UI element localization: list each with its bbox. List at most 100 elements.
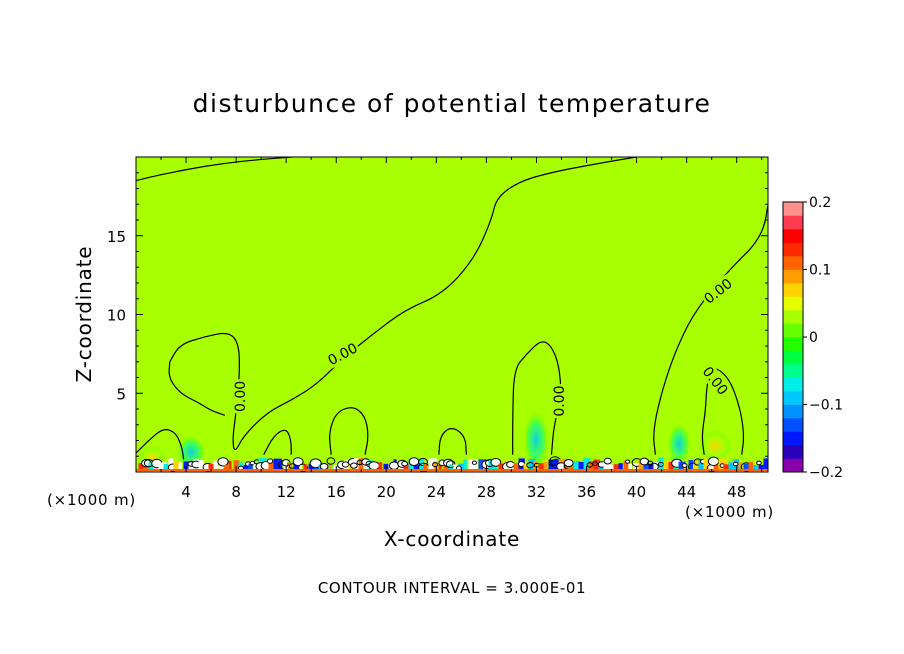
- surface-turbulence-cell: [648, 463, 656, 469]
- colorbar-swatch: [783, 283, 803, 297]
- surface-turbulence-contour: [350, 462, 358, 469]
- surface-turbulence-contour: [681, 463, 688, 468]
- chart-title: disturbunce of potential temperature: [193, 89, 712, 118]
- surface-turbulence-cell: [293, 464, 300, 469]
- colorbar-swatch: [783, 337, 803, 351]
- surface-turbulence-cell: [763, 458, 768, 469]
- surface-turbulence-cell: [158, 462, 167, 469]
- surface-turbulence-contour: [368, 461, 380, 471]
- surface-turbulence-cell: [243, 464, 252, 469]
- surface-turbulence-cell: [228, 460, 232, 469]
- surface-turbulence-cell: [658, 458, 664, 469]
- surface-turbulence-cell: [433, 461, 437, 469]
- surface-turbulence-cell: [573, 461, 581, 469]
- x-axis-unit-right: (×1000 m): [685, 503, 774, 521]
- colorbar-swatch: [783, 431, 803, 446]
- surface-turbulence-contour: [401, 460, 409, 467]
- surface-turbulence-cell: [283, 460, 288, 469]
- colorbar-swatch: [783, 229, 803, 243]
- contour-label-group: 0.00: [231, 379, 249, 414]
- surface-turbulence-cell: [613, 464, 622, 469]
- cool-anomaly: [668, 424, 690, 464]
- surface-turbulence-contour: [432, 462, 439, 468]
- surface-turbulence-contour: [603, 457, 612, 465]
- surface-turbulence-cell: [688, 460, 693, 469]
- colorbar-swatch: [783, 391, 803, 405]
- surface-turbulence-cell: [288, 462, 292, 469]
- surface-turbulence-cell: [253, 464, 257, 469]
- surface-turbulence-contour: [281, 459, 291, 467]
- surface-turbulence-cell: [723, 464, 729, 469]
- surface-turbulence-cell: [148, 462, 153, 469]
- surface-turbulence-contour: [586, 462, 593, 468]
- contour-label-bg: [698, 362, 733, 399]
- colorbar-tick-label: −0.1: [809, 398, 843, 414]
- surface-turbulence-cell: [623, 460, 629, 469]
- surface-turbulence-cell: [173, 462, 180, 469]
- colorbar-swatch: [783, 269, 803, 284]
- surface-turbulence-cell: [528, 458, 536, 469]
- surface-turbulence-cell: [523, 463, 528, 469]
- contour-label-bg: [699, 274, 737, 308]
- colorbar-tick-label: −0.2: [809, 465, 843, 481]
- contour-line-zero: [169, 157, 637, 451]
- surface-turbulence-cell: [538, 463, 547, 469]
- x-tick-label: 36: [577, 483, 596, 501]
- surface-turbulence-cell: [448, 464, 453, 469]
- surface-turbulence-cell: [713, 464, 720, 469]
- surface-turbulence-contour: [298, 463, 308, 472]
- surface-turbulence-contour: [326, 457, 336, 465]
- surface-turbulence-cell: [618, 463, 623, 469]
- surface-turbulence-contour: [657, 461, 664, 467]
- colorbar-swatch: [783, 242, 803, 257]
- colorbar-swatch: [783, 445, 803, 459]
- surface-turbulence-contour: [756, 460, 762, 466]
- surface-turbulence-cell: [168, 458, 174, 469]
- x-tick-label: 4: [181, 483, 191, 501]
- surface-turbulence-contour: [563, 459, 574, 468]
- colorbar-swatch: [783, 377, 803, 392]
- y-tick-label: 5: [116, 385, 126, 403]
- x-tick-label: 28: [477, 483, 496, 501]
- plot-area: 0.000.00 0.000.000.00: [135, 156, 769, 473]
- colorbar-swatch: [783, 418, 803, 432]
- surface-turbulence-cell: [663, 462, 672, 469]
- surface-turbulence-contour: [490, 458, 502, 467]
- surface-turbulence-cell: [758, 464, 766, 469]
- contour-line-zero: [136, 429, 185, 460]
- surface-turbulence-cell: [698, 459, 708, 469]
- contour-line-zero: [438, 428, 467, 455]
- colorbar-tick-label: 0.2: [809, 195, 831, 211]
- surface-turbulence-cell: [453, 464, 458, 469]
- cool-anomaly: [524, 412, 548, 468]
- surface-turbulence-cell: [378, 462, 383, 469]
- y-axis-ticks: 5 10 15: [107, 172, 768, 457]
- surface-turbulence-cell: [508, 461, 514, 469]
- colorbar-swatch: [783, 296, 803, 311]
- surface-turbulence-cell: [248, 463, 253, 469]
- surface-turbulence-cell: [303, 464, 308, 469]
- surface-turbulence-cell: [743, 463, 751, 469]
- contour-lines: [136, 157, 768, 460]
- surface-turbulence-cell: [753, 465, 758, 469]
- warm-anomaly: [699, 430, 731, 462]
- colorbar-swatch: [783, 458, 803, 473]
- surface-turbulence-contour: [266, 458, 274, 464]
- surface-turbulence-cell: [513, 462, 522, 469]
- colorbar-swatch: [783, 350, 803, 365]
- contour-interval-note: CONTOUR INTERVAL = 3.000E-01: [318, 579, 586, 597]
- contour-line-zero: [168, 361, 226, 416]
- surface-turbulence-cell: [198, 460, 204, 469]
- surface-turbulence-contour: [733, 461, 739, 467]
- contour-label: 0.00: [233, 381, 249, 412]
- surface-turbulence-cell: [218, 464, 226, 469]
- colorbar-tick-label: 0.1: [809, 263, 831, 279]
- surface-turbulence-cell: [273, 458, 282, 469]
- surface-turbulence-cell: [498, 463, 503, 469]
- surface-turbulence-cell: [748, 461, 754, 469]
- x-tick-label: 24: [427, 483, 446, 501]
- surface-turbulence-contour: [592, 461, 598, 467]
- contour-line-zero: [136, 157, 293, 182]
- surface-turbulence-cell: [628, 463, 632, 469]
